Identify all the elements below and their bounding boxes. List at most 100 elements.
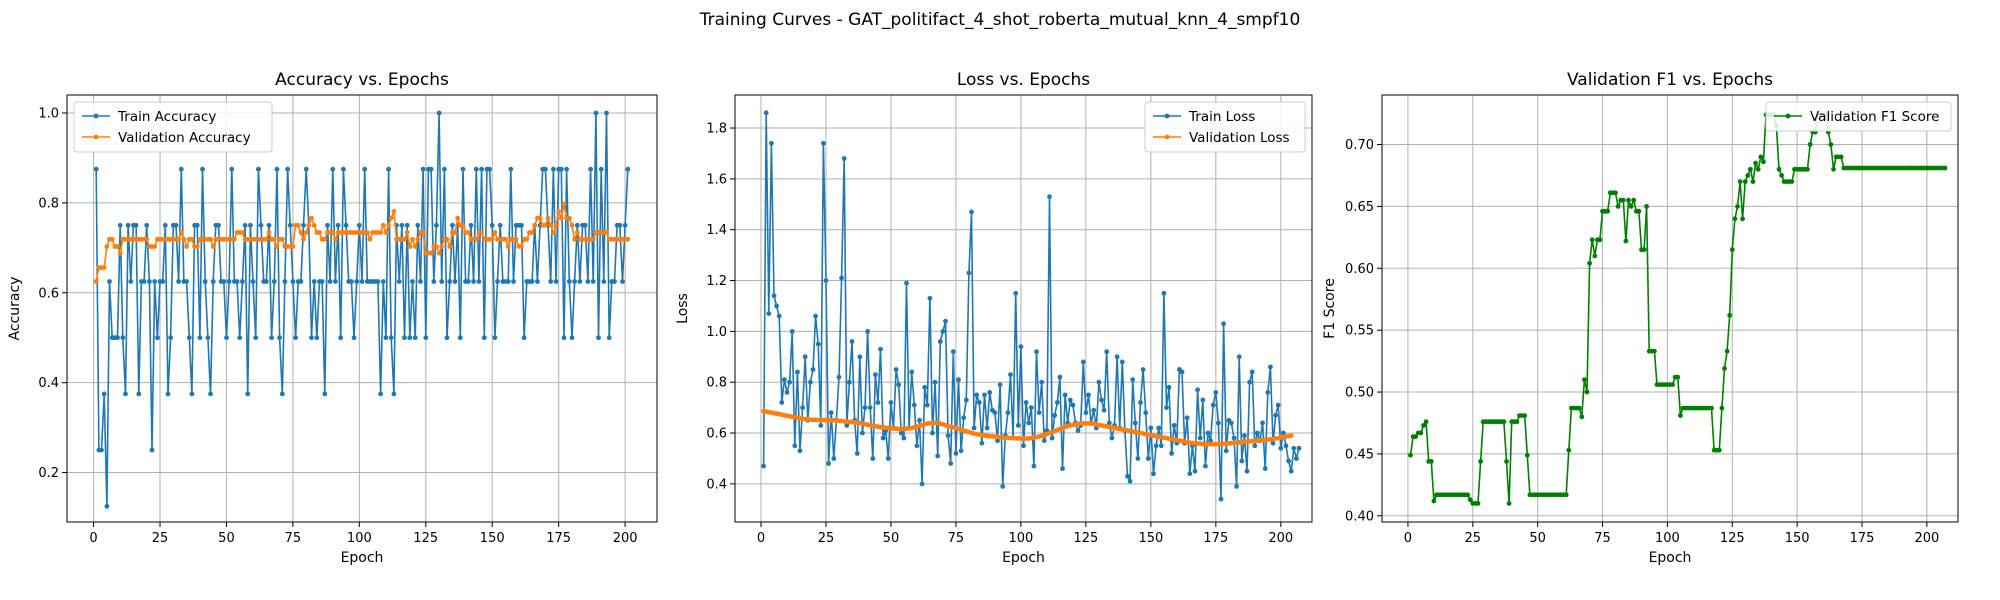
train-accuracy-point (226, 279, 232, 284)
chart-title: Validation F1 vs. Epochs (1567, 70, 1773, 90)
x-tick-label: 75 (948, 531, 965, 546)
validation-accuracy-point (439, 244, 445, 249)
axes-frame (734, 94, 1313, 523)
validation-accuracy-point (503, 236, 508, 242)
train-loss-point (1231, 435, 1237, 441)
train-accuracy-point (450, 222, 455, 228)
x-tick-label: 125 (1073, 531, 1098, 546)
validation-accuracy-point (176, 236, 182, 242)
train-loss-point (1075, 428, 1081, 433)
validation-f1-score-point (1753, 160, 1758, 166)
train-loss-point (1255, 430, 1260, 436)
chart-title: Accuracy vs. Epochs (275, 70, 449, 90)
validation-f1-score-point (1431, 498, 1437, 504)
validation-f1-score-point (1475, 501, 1481, 506)
validation-accuracy-point (295, 222, 301, 228)
train-accuracy-point (301, 222, 306, 228)
train-loss-point (1018, 344, 1024, 349)
validation-accuracy-point (489, 236, 495, 242)
validation-f1-score-point (1831, 166, 1836, 172)
x-tick-label: 100 (347, 531, 372, 546)
validation-f1-score-point (1631, 197, 1637, 203)
validation-accuracy-point (479, 230, 484, 235)
train-loss-point (1140, 367, 1146, 372)
train-loss-point (1234, 484, 1239, 489)
train-loss-point (1148, 425, 1154, 431)
train-accuracy-point (407, 335, 413, 341)
y-tick-label: 0.70 (1345, 138, 1374, 153)
train-loss-point (813, 313, 818, 319)
train-loss-point (849, 339, 855, 344)
train-loss-point (800, 405, 805, 410)
train-accuracy-point (287, 222, 293, 228)
train-accuracy-point (173, 222, 179, 228)
x-tick-label: 50 (883, 531, 900, 546)
train-loss-point (1049, 435, 1055, 441)
train-accuracy-point (309, 335, 314, 341)
x-tick-label: 0 (89, 531, 97, 546)
validation-f1-score-point (1623, 238, 1629, 244)
train-loss-point (802, 354, 808, 360)
train-loss-point (857, 354, 863, 360)
validation-accuracy-point (184, 244, 190, 249)
validation-f1-score-point (1675, 374, 1681, 380)
train-accuracy-point (277, 335, 282, 341)
y-tick-label: 0.65 (1345, 200, 1374, 215)
validation-f1-score-point (1587, 260, 1592, 266)
validation-f1-score-point (1605, 208, 1611, 214)
train-loss-point (1244, 468, 1250, 474)
train-loss-point (795, 369, 800, 375)
train-accuracy-point (343, 222, 349, 228)
train-accuracy-point (237, 335, 243, 341)
validation-f1-score-point (1750, 179, 1756, 185)
train-loss-point (1268, 364, 1273, 370)
train-accuracy-point (242, 222, 248, 228)
validation-accuracy-point (274, 244, 280, 249)
y-tick-label: 1.4 (706, 223, 727, 238)
train-loss-point (1265, 390, 1271, 395)
validation-accuracy-point (561, 201, 567, 207)
validation-f1-score-point (1522, 413, 1528, 418)
validation-accuracy-point (232, 236, 237, 242)
validation-f1-score-point (1732, 216, 1738, 222)
train-accuracy-point (521, 335, 527, 341)
train-accuracy-point (351, 335, 357, 341)
train-loss-point (1262, 466, 1268, 471)
train-loss-point (987, 390, 993, 395)
train-accuracy-point (208, 391, 213, 397)
train-accuracy-point (596, 335, 601, 341)
validation-accuracy-point (551, 230, 556, 235)
train-accuracy-point (349, 279, 354, 284)
validation-f1-score-point (1709, 405, 1714, 411)
train-accuracy-point (460, 166, 466, 172)
train-loss-point (776, 313, 782, 319)
validation-accuracy-point (452, 230, 458, 235)
validation-accuracy-point (301, 236, 306, 242)
x-tick-label: 200 (1914, 531, 1939, 546)
train-loss-point (976, 400, 982, 405)
train-loss-point (1161, 290, 1167, 296)
validation-accuracy-point (465, 230, 471, 235)
train-accuracy-point (612, 279, 617, 284)
validation-f1-score-point (1589, 237, 1595, 243)
train-loss-point (932, 379, 938, 385)
train-loss-point (1028, 405, 1034, 410)
x-tick-label: 25 (1465, 531, 1482, 546)
train-loss-point (911, 402, 917, 408)
validation-f1-score-point (1724, 348, 1730, 354)
validation-accuracy-point (240, 230, 245, 235)
train-loss-point (1187, 471, 1193, 477)
validation-accuracy-point (590, 236, 596, 242)
validation-accuracy-point (115, 244, 120, 249)
train-accuracy-point (253, 335, 259, 341)
train-accuracy-point (229, 166, 235, 172)
validation-f1-score-point (1628, 204, 1634, 209)
x-tick-label: 175 (1850, 531, 1875, 546)
train-accuracy-point (391, 391, 397, 397)
train-accuracy-point (508, 166, 514, 172)
train-accuracy-point (322, 391, 328, 397)
train-loss-point (1166, 384, 1172, 390)
train-loss-point (1171, 423, 1177, 428)
validation-accuracy-point (391, 209, 397, 214)
train-loss-point (836, 374, 842, 380)
